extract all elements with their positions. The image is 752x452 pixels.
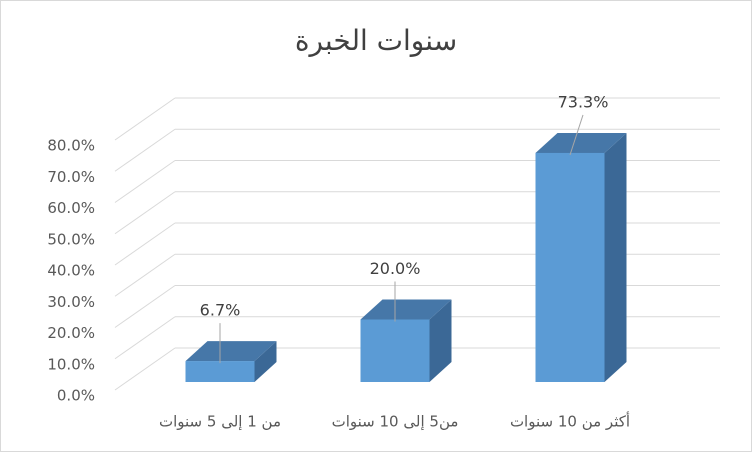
y-tick-label: 80.0% (47, 137, 95, 155)
y-tick-label: 20.0% (47, 324, 95, 342)
grid-line (114, 160, 176, 203)
grid-line (114, 285, 176, 328)
grid-line (114, 316, 176, 360)
bar-side (254, 341, 277, 382)
bar-top (360, 299, 452, 320)
grid-line (114, 222, 176, 266)
data-label: 73.3% (558, 92, 609, 111)
y-tick-label: 30.0% (47, 293, 95, 311)
x-tick-label: من5 إلى 10 سنوات (332, 413, 459, 431)
y-tick-label: 50.0% (47, 230, 95, 248)
data-label: 20.0% (370, 259, 421, 278)
y-tick-label: 10.0% (47, 355, 95, 373)
chart-title: سنوات الخبرة (295, 24, 457, 57)
bar-top (185, 341, 277, 362)
leader-line (569, 114, 584, 156)
grid-line (114, 128, 176, 172)
data-label: 6.7% (200, 301, 241, 320)
bar (360, 319, 430, 382)
bar-side (429, 299, 452, 382)
bar (535, 152, 605, 382)
x-tick-label: من 1 إلى 5 سنوات (159, 413, 281, 431)
bar-side (604, 132, 627, 382)
y-tick-label: 70.0% (47, 168, 95, 186)
grid-line (114, 191, 176, 235)
bar (185, 361, 255, 382)
grid-line (114, 253, 176, 297)
grid-line (114, 97, 176, 141)
x-tick-label: أكثر من 10 سنوات (510, 412, 630, 431)
y-tick-label: 60.0% (47, 199, 95, 217)
y-tick-label: 40.0% (47, 262, 95, 280)
y-tick-label: 0.0% (57, 387, 95, 405)
grid-line (114, 347, 176, 391)
bar-top (535, 132, 627, 153)
